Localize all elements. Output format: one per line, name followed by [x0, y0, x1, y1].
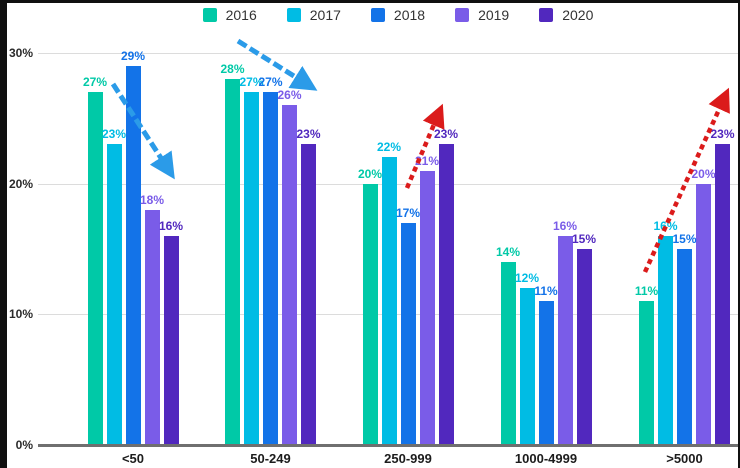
bar-2019-<50: [144, 209, 160, 446]
bar-value-label: 11%: [634, 284, 659, 299]
bar-value-label: 16%: [552, 218, 578, 233]
chart-legend: 2016 2017 2018 2019 2020: [28, 8, 740, 22]
bar-2020->5000: [715, 144, 730, 446]
legend-label: 2016: [225, 7, 257, 23]
x-category-label: <50: [121, 451, 145, 466]
bar-value-label: 15%: [571, 231, 597, 246]
bar-2017-1000-4999: [519, 288, 535, 446]
x-category-label: 50-249: [250, 451, 291, 466]
legend-item-2019: 2019: [455, 8, 509, 22]
bar-value-label: 23%: [101, 127, 127, 142]
y-tick-label: 30%: [8, 45, 33, 60]
legend-swatch-2016: [202, 8, 217, 22]
window-border-top: [0, 0, 740, 3]
bar-value-label: 20%: [357, 166, 383, 181]
bar-value-label: 20%: [691, 166, 716, 181]
legend-item-2016: 2016: [202, 7, 257, 23]
legend-swatch-2019: [455, 8, 470, 22]
bar-2016-<50: [87, 92, 103, 446]
bar-2019-1000-4999: [557, 235, 573, 446]
bar-value-label: 17%: [395, 205, 421, 220]
bar-value-label: 27%: [82, 75, 108, 90]
bar-2019-250-999: [419, 170, 435, 446]
bar-2020-250-999: [438, 144, 454, 446]
bar-2020-<50: [163, 235, 179, 446]
bar-2017-50-249: [244, 92, 259, 446]
legend-swatch-2020: [539, 8, 554, 22]
bar-2019->5000: [696, 183, 711, 446]
bar-value-label: 27%: [258, 75, 283, 90]
bar-2016-1000-4999: [500, 262, 516, 446]
bar-2018->5000: [677, 248, 692, 446]
bar-value-label: 22%: [376, 140, 402, 155]
y-tick-label: 0%: [15, 438, 33, 452]
bar-value-label: 23%: [296, 127, 321, 142]
bar-2016->5000: [639, 301, 654, 446]
bar-2018-<50: [125, 65, 141, 446]
x-axis-line: [38, 444, 740, 447]
bar-2019-50-249: [282, 105, 297, 446]
bar-2016-250-999: [362, 183, 378, 446]
bar-2020-1000-4999: [576, 248, 592, 446]
x-category-label: 1000-4999: [514, 451, 578, 466]
bar-value-label: 18%: [139, 192, 165, 207]
bar-2020-50-249: [301, 144, 316, 446]
bar-value-label: 16%: [158, 218, 184, 233]
bar-value-label: 23%: [433, 127, 459, 142]
bar-value-label: 14%: [495, 245, 521, 260]
bar-value-label: 26%: [277, 88, 302, 103]
legend-swatch-2018: [370, 8, 385, 22]
bar-2018-250-999: [400, 222, 416, 446]
y-tick-label: 10%: [8, 307, 33, 322]
bar-value-label: 21%: [414, 153, 440, 168]
legend-label: 2019: [478, 7, 510, 23]
window-border-right: [738, 0, 740, 468]
x-category-label: >5000: [666, 451, 703, 466]
bar-2017-<50: [106, 144, 122, 446]
legend-swatch-2017: [286, 8, 301, 22]
bar-2017-250-999: [381, 157, 397, 446]
legend-item-2017: 2017: [286, 7, 341, 23]
legend-item-2020: 2020: [539, 8, 593, 22]
legend-item-2018: 2018: [370, 7, 426, 23]
bar-value-label: 15%: [672, 231, 697, 246]
bar-value-label: 28%: [220, 62, 245, 77]
bar-2018-50-249: [263, 92, 278, 446]
legend-label: 2020: [562, 7, 594, 23]
bar-2018-1000-4999: [538, 301, 554, 446]
bar-value-label: 11%: [534, 284, 558, 299]
bar-value-label: 29%: [120, 48, 146, 63]
window-border-left: [0, 0, 7, 468]
x-category-label: 250-999: [384, 451, 432, 466]
bar-value-label: 23%: [710, 127, 735, 142]
y-tick-label: 20%: [8, 176, 33, 191]
bar-value-label: 16%: [653, 218, 678, 233]
bar-value-label: 12%: [514, 271, 540, 286]
bar-2017->5000: [658, 235, 673, 446]
legend-label: 2018: [393, 7, 426, 23]
bar-2016-50-249: [225, 79, 240, 446]
legend-label: 2017: [309, 7, 341, 23]
gridline: [38, 52, 740, 54]
